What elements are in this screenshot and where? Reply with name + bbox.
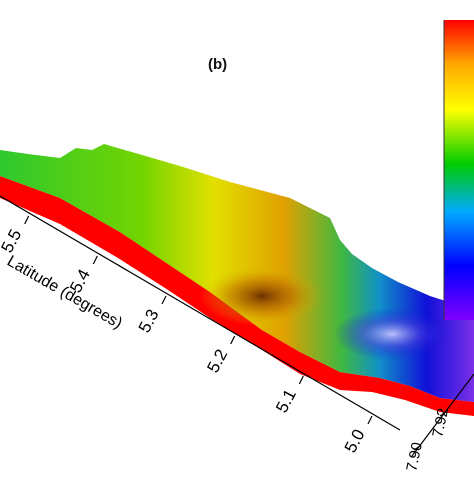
surface-low (334, 308, 450, 360)
longitude-tick (413, 445, 421, 451)
latitude-tick (24, 215, 30, 225)
latitude-ticks (24, 215, 373, 425)
latitude-tick-label: 5.1 (272, 386, 300, 416)
latitude-tick (161, 295, 167, 305)
longitude-tick-label: 7.90 (403, 441, 426, 473)
latitude-tick (92, 255, 98, 265)
latitude-tick-label: 5.5 (0, 226, 25, 256)
longitude-tick (439, 411, 447, 417)
longitude-axis-line (411, 373, 474, 457)
longitude-tick-labels: 7.907.92 (403, 407, 452, 473)
panel-label: (b) (208, 56, 228, 73)
latitude-tick (230, 335, 236, 345)
latitude-tick-label: 5.3 (135, 306, 163, 336)
latitude-tick (298, 375, 304, 385)
surface-peak (200, 266, 324, 326)
longitude-tick-label: 7.92 (429, 407, 452, 439)
latitude-tick-label: 5.2 (203, 346, 231, 376)
surface-base-wall (0, 176, 474, 416)
latitude-tick (367, 415, 373, 425)
colorbar (444, 20, 474, 320)
latitude-axis-title: Latitude (degrees) (4, 253, 125, 333)
latitude-tick-label: 5.0 (341, 426, 369, 456)
latitude-axis-line (0, 195, 401, 431)
longitude-ticks (413, 411, 447, 451)
